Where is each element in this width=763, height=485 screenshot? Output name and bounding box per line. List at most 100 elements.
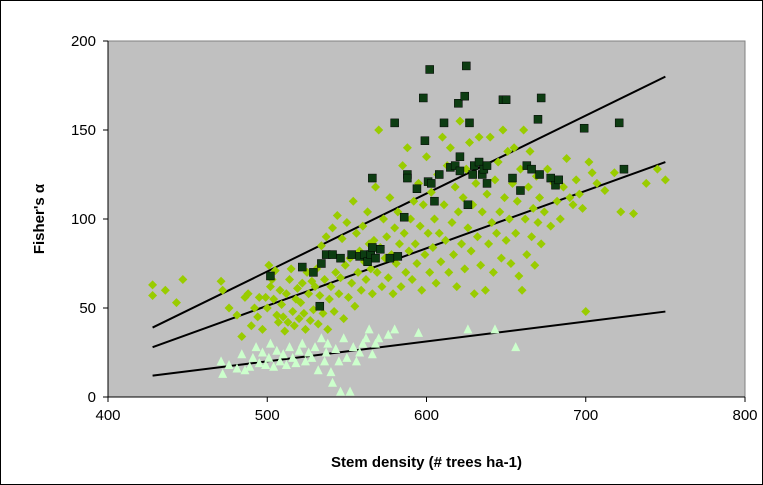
diamond-point xyxy=(218,285,228,295)
diamond-point xyxy=(264,260,274,270)
diamond-point xyxy=(401,267,411,277)
square-point xyxy=(535,170,544,179)
square-point xyxy=(328,250,337,259)
diamond-point xyxy=(533,218,543,228)
data-points xyxy=(148,61,670,396)
triangle-point xyxy=(251,342,261,352)
diamond-point xyxy=(299,308,309,318)
triangle-point xyxy=(326,367,336,377)
diamond-point xyxy=(171,298,181,308)
diamond-point xyxy=(584,157,594,167)
triangle-point xyxy=(367,349,377,359)
triangle-point xyxy=(345,386,355,396)
triangle-point xyxy=(331,343,341,353)
square-point xyxy=(390,118,399,128)
square-point xyxy=(371,253,380,263)
diamond-point xyxy=(261,292,271,302)
square-point xyxy=(516,186,525,195)
diamond-point xyxy=(257,324,267,334)
triangle-point xyxy=(237,349,247,359)
square-point xyxy=(266,271,275,281)
triangle-point xyxy=(291,358,301,368)
diamond-point xyxy=(253,312,263,322)
diamond-point xyxy=(641,178,651,188)
square-point xyxy=(309,268,318,277)
diamond-point xyxy=(484,239,494,249)
diamond-point xyxy=(323,324,333,334)
diamond-point xyxy=(428,242,438,252)
triangle-point xyxy=(490,324,500,334)
diamond-point xyxy=(342,218,352,228)
diamond-point xyxy=(464,137,474,147)
triangle-point xyxy=(304,347,314,357)
diamond-point xyxy=(469,289,479,299)
diamond-point xyxy=(517,285,527,295)
diamond-point xyxy=(285,275,295,285)
square-point xyxy=(527,164,536,174)
diamond-point xyxy=(310,282,320,292)
diamond-point xyxy=(453,207,463,217)
square-point xyxy=(430,196,439,206)
diamond-point xyxy=(410,239,420,249)
diamond-point xyxy=(296,298,306,308)
diamond-point xyxy=(568,200,578,210)
x-tick-label: 500 xyxy=(255,407,280,424)
triangle-point xyxy=(300,356,310,366)
diamond-point xyxy=(313,319,323,329)
diamond-point xyxy=(436,257,446,267)
square-point xyxy=(368,173,377,183)
diamond-point xyxy=(254,292,264,302)
diamond-point xyxy=(160,285,170,295)
diamond-point xyxy=(332,210,342,220)
diamond-point xyxy=(660,175,670,185)
triangle-point xyxy=(414,327,424,337)
diamond-point xyxy=(304,289,314,299)
diamond-point xyxy=(250,303,260,313)
diamond-point xyxy=(506,259,516,268)
triangle-point xyxy=(383,329,393,339)
triangle-point xyxy=(297,338,307,348)
square-point xyxy=(579,123,589,133)
diamond-point xyxy=(457,239,467,249)
diamond-point xyxy=(485,132,495,142)
square-point xyxy=(315,301,325,311)
diamond-point xyxy=(328,223,338,233)
diamond-point xyxy=(423,228,433,238)
diamond-point xyxy=(272,310,282,320)
triangle-point xyxy=(218,368,228,378)
diamond-point xyxy=(286,264,296,274)
diamond-point xyxy=(487,218,497,228)
diamond-point xyxy=(388,289,398,299)
diamond-point xyxy=(412,259,422,268)
diamond-point xyxy=(277,299,287,309)
triangle-point xyxy=(240,365,250,375)
square-point xyxy=(501,95,511,104)
triangle-point xyxy=(272,345,282,355)
diamond-point xyxy=(358,221,368,231)
diamond-point xyxy=(178,275,188,285)
diamond-point xyxy=(503,146,513,156)
diamond-point xyxy=(300,324,310,334)
triangle-point xyxy=(351,356,361,366)
y-tick-label: 50 xyxy=(79,300,96,317)
square-point xyxy=(465,118,474,128)
triangle-point xyxy=(285,342,295,352)
triangle-point xyxy=(216,356,226,366)
diamond-point xyxy=(275,285,285,295)
diamond-point xyxy=(281,289,291,299)
triangle-point xyxy=(265,338,275,348)
diamond-point xyxy=(527,232,537,242)
diamond-point xyxy=(592,178,602,188)
x-tick-label: 800 xyxy=(732,407,757,424)
diamond-point xyxy=(562,153,572,163)
x-tick-label: 400 xyxy=(95,407,120,424)
diamond-point xyxy=(476,260,486,270)
triangle-point xyxy=(257,347,267,357)
diamond-point xyxy=(415,221,425,231)
diamond-point xyxy=(350,301,360,311)
diamond-point xyxy=(466,246,476,256)
diamond-point xyxy=(324,294,334,304)
diamond-point xyxy=(472,232,482,242)
triangle-point xyxy=(371,338,381,348)
diamond-point xyxy=(318,308,328,318)
